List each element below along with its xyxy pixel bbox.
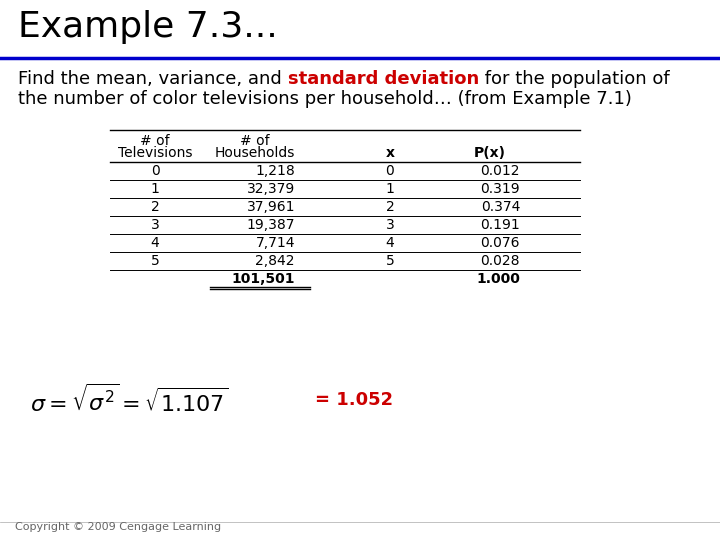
Text: 1,218: 1,218 (256, 164, 295, 178)
Text: 2,842: 2,842 (256, 254, 295, 268)
Text: 32,379: 32,379 (247, 182, 295, 196)
Text: Copyright © 2009 Cengage Learning: Copyright © 2009 Cengage Learning (15, 522, 221, 532)
Text: standard deviation: standard deviation (287, 70, 479, 88)
Text: 1: 1 (150, 182, 159, 196)
Text: 37,961: 37,961 (246, 200, 295, 214)
Text: 3: 3 (150, 218, 159, 232)
Text: Example 7.3...: Example 7.3... (18, 10, 278, 44)
Text: x: x (385, 146, 395, 160)
Text: 3: 3 (386, 218, 395, 232)
Text: 5: 5 (150, 254, 159, 268)
Text: 101,501: 101,501 (232, 272, 295, 286)
Text: 0: 0 (386, 164, 395, 178)
Text: 1.000: 1.000 (476, 272, 520, 286)
Text: P(x): P(x) (474, 146, 506, 160)
Text: 19,387: 19,387 (246, 218, 295, 232)
Text: 0.012: 0.012 (480, 164, 520, 178)
Text: 0.374: 0.374 (481, 200, 520, 214)
Text: 0.319: 0.319 (480, 182, 520, 196)
Text: 0.028: 0.028 (480, 254, 520, 268)
Text: 1: 1 (386, 182, 395, 196)
Text: Find the mean, variance, and: Find the mean, variance, and (18, 70, 287, 88)
Text: Households: Households (215, 146, 295, 160)
Text: = 1.052: = 1.052 (315, 391, 393, 409)
Text: 0.191: 0.191 (480, 218, 520, 232)
Text: 0: 0 (150, 164, 159, 178)
Text: # of: # of (140, 134, 170, 148)
Text: 7,714: 7,714 (256, 236, 295, 250)
Text: 4: 4 (150, 236, 159, 250)
Text: 5: 5 (386, 254, 395, 268)
Text: Televisions: Televisions (118, 146, 192, 160)
Text: 2: 2 (386, 200, 395, 214)
Text: # of: # of (240, 134, 270, 148)
Text: the number of color televisions per household… (from Example 7.1): the number of color televisions per hous… (18, 90, 632, 108)
Text: 0.076: 0.076 (480, 236, 520, 250)
Text: 4: 4 (386, 236, 395, 250)
Text: $\sigma = \sqrt{\sigma^2} = \sqrt{1.107}$: $\sigma = \sqrt{\sigma^2} = \sqrt{1.107}… (30, 384, 229, 416)
Text: for the population of: for the population of (479, 70, 670, 88)
Text: 2: 2 (150, 200, 159, 214)
